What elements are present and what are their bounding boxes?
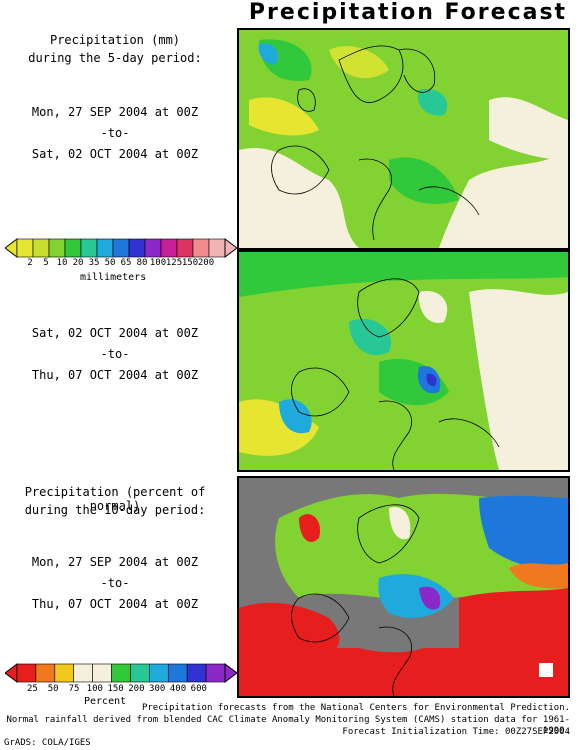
colorbar-swatch: [130, 663, 150, 683]
colorbar-swatch: [54, 663, 75, 683]
panel3-heading-line1: Precipitation (percent of normal): [24, 485, 206, 513]
panel1-separator: -to-: [100, 126, 130, 140]
footer-source-line: Precipitation forecasts from the Nationa…: [141, 703, 570, 713]
colorbar-tick-label: 125: [165, 258, 183, 268]
mm-colorbar-ticks: 2 5 10 20 35 50 65 80 100 125 150 200: [0, 258, 232, 270]
panel1-heading-line2: during the 5-day period:: [28, 51, 202, 65]
panel2-start-date: Sat, 02 OCT 2004 at 00Z: [31, 326, 199, 340]
colorbar-swatch: [48, 238, 66, 258]
panel1-heading-line1: Precipitation (mm): [49, 33, 181, 47]
precip-map-5day-1: [237, 28, 570, 250]
colorbar-swatch: [167, 663, 188, 683]
colorbar-swatch: [160, 238, 178, 258]
colorbar-swatch: [16, 663, 37, 683]
colorbar-right-arrow: [224, 663, 237, 683]
colorbar-swatch: [111, 663, 131, 683]
panel1-end-date: Sat, 02 OCT 2004 at 00Z: [31, 147, 199, 161]
colorbar-swatch: [64, 238, 82, 258]
colorbar-swatch: [35, 663, 56, 683]
colorbar-tick-label: 300: [149, 684, 166, 694]
colorbar-swatch: [186, 663, 207, 683]
panel3-end-date: Thu, 07 OCT 2004 at 00Z: [31, 597, 199, 611]
footer-init-time: Forecast Initialization Time: 00Z27SEP20…: [342, 727, 570, 737]
panel3-heading-line2: during the 10-day period:: [24, 503, 206, 517]
colorbar-swatch: [128, 238, 146, 258]
colorbar-tick-label: 200: [128, 684, 145, 694]
mm-colorbar: [5, 238, 237, 258]
colorbar-tick-label: 20: [72, 258, 84, 268]
page-title: Precipitation Forecast: [248, 0, 568, 25]
colorbar-swatch: [192, 238, 210, 258]
colorbar-swatch: [73, 663, 93, 683]
colorbar-right-arrow: [224, 238, 237, 258]
colorbar-tick-label: 200: [197, 258, 215, 268]
colorbar-tick-label: 35: [88, 258, 100, 268]
mm-colorbar-unit: millimeters: [80, 272, 147, 283]
colorbar-tick-label: 400: [169, 684, 187, 694]
colorbar-swatch: [96, 238, 114, 258]
colorbar-swatch: [112, 238, 130, 258]
colorbar-swatch: [208, 238, 226, 258]
panel3-separator: -to-: [100, 576, 130, 590]
precip-map-5day-2: [237, 250, 570, 472]
panel2-end-date: Thu, 07 OCT 2004 at 00Z: [31, 368, 199, 382]
percent-colorbar-unit: Percent: [84, 696, 127, 707]
colorbar-tick-label: 50: [47, 684, 59, 694]
colorbar-swatch: [92, 663, 112, 683]
footer-normal-line: Normal rainfall derived from blended CAC…: [6, 715, 570, 736]
colorbar-left-arrow: [5, 663, 18, 683]
colorbar-tick-label: 150: [107, 684, 124, 694]
panel3-start-date: Mon, 27 SEP 2004 at 00Z: [31, 555, 199, 569]
panel1-start-date: Mon, 27 SEP 2004 at 00Z: [31, 105, 199, 119]
colorbar-tick-label: 600: [190, 684, 207, 694]
colorbar-tick-label: 100: [149, 258, 167, 268]
precip-map-percent-normal: [237, 476, 570, 698]
colorbar-tick-label: 150: [181, 258, 199, 268]
colorbar-swatch: [16, 238, 34, 258]
colorbar-tick-label: 2: [27, 258, 33, 268]
colorbar-swatch: [176, 238, 194, 258]
panel2-separator: -to-: [100, 347, 130, 361]
colorbar-tick-label: 80: [136, 258, 148, 268]
colorbar-left-arrow: [5, 238, 18, 258]
colorbar-swatch: [32, 238, 50, 258]
colorbar-tick-label: 5: [43, 258, 49, 268]
colorbar-tick-label: 10: [56, 258, 68, 268]
colorbar-swatch: [80, 238, 98, 258]
percent-colorbar-ticks: 25 50 75 100 150 200 300 400 600: [0, 684, 232, 696]
colorbar-tick-label: 75: [68, 684, 80, 694]
colorbar-swatch: [149, 663, 169, 683]
colorbar-tick-label: 100: [86, 684, 103, 694]
colorbar-tick-label: 25: [26, 684, 38, 694]
colorbar-swatch: [205, 663, 226, 683]
colorbar-tick-label: 50: [104, 258, 116, 268]
percent-colorbar: [5, 663, 237, 683]
colorbar-tick-label: 65: [120, 258, 132, 268]
colorbar-swatch: [144, 238, 162, 258]
grads-credit: GrADS: COLA/IGES: [4, 738, 91, 748]
